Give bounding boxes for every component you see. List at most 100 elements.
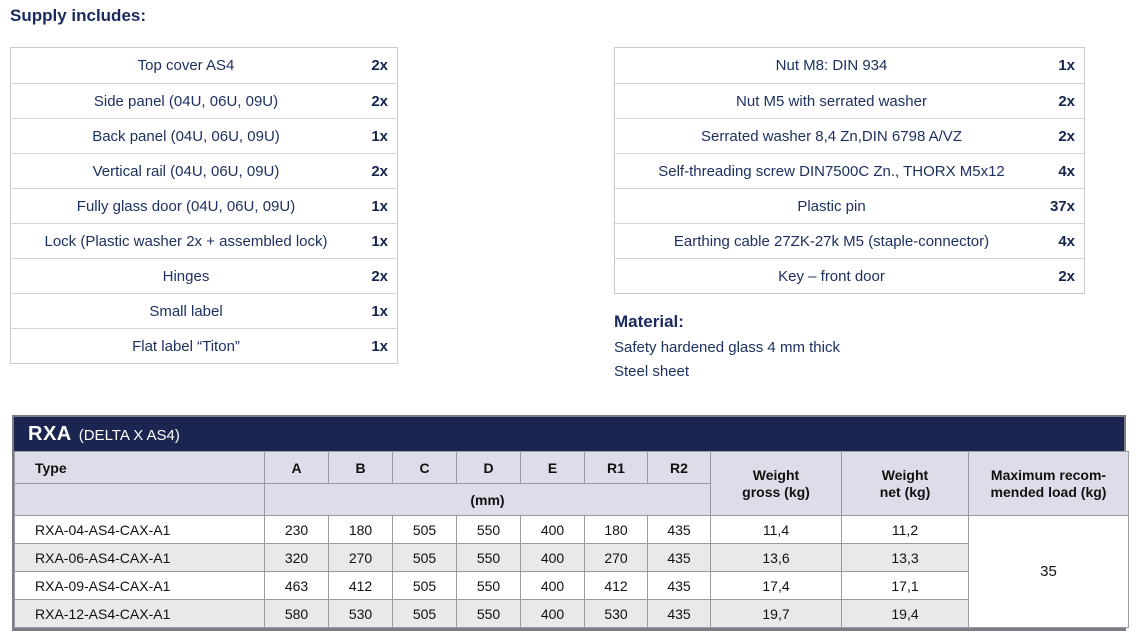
supply-row: Nut M8: DIN 934 1x	[615, 48, 1084, 83]
supply-item-name: Self-threading screw DIN7500C Zn., THORX…	[658, 162, 1005, 180]
cell-a: 320	[264, 543, 329, 572]
cell-r1: 412	[584, 571, 648, 600]
supply-row: Hinges 2x	[11, 258, 397, 293]
table-row: RXA-09-AS4-CAX-A1 463 412 505 550 400 41…	[14, 571, 1129, 600]
rxa-series-subtitle: (DELTA X AS4)	[78, 426, 180, 444]
cell-d: 550	[456, 571, 521, 600]
supply-list-left: Top cover AS4 2x Side panel (04U, 06U, 0…	[10, 47, 398, 364]
cell-max-load: 35	[968, 515, 1129, 628]
supply-item-name: Serrated washer 8,4 Zn,DIN 6798 A/VZ	[701, 127, 962, 145]
table-row: RXA-06-AS4-CAX-A1 320 270 505 550 400 27…	[14, 543, 1129, 572]
supply-item-qty: 1x	[371, 302, 388, 320]
supply-row: Earthing cable 27ZK-27k M5 (staple-conne…	[615, 223, 1084, 258]
cell-a: 463	[264, 571, 329, 600]
supply-item-name: Earthing cable 27ZK-27k M5 (staple-conne…	[673, 232, 990, 250]
rxa-spec-table: RXA (DELTA X AS4) Type A B C D E R1 R2 W…	[12, 415, 1129, 631]
cell-b: 180	[328, 515, 393, 544]
header-row-1: Type A B C D E R1 R2 Weight gross (kg) W…	[14, 451, 1129, 516]
cell-weight-gross: 13,6	[710, 543, 842, 572]
supply-item-qty: 4x	[1058, 232, 1075, 250]
supply-item-name: Vertical rail (04U, 06U, 09U)	[92, 162, 280, 180]
supply-row: Small label 1x	[11, 293, 397, 328]
cell-c: 505	[392, 571, 457, 600]
cell-r2: 435	[647, 543, 711, 572]
cell-type: RXA-12-AS4-CAX-A1	[14, 599, 265, 628]
supply-row: Nut M5 with serrated washer 2x	[615, 83, 1084, 118]
supply-row: Serrated washer 8,4 Zn,DIN 6798 A/VZ 2x	[615, 118, 1084, 153]
supply-row: Self-threading screw DIN7500C Zn., THORX…	[615, 153, 1084, 188]
supply-item-name: Nut M5 with serrated washer	[736, 92, 927, 110]
supply-row: Side panel (04U, 06U, 09U) 2x	[11, 83, 397, 118]
cell-c: 505	[392, 543, 457, 572]
cell-c: 505	[392, 599, 457, 628]
col-header-type: Type	[14, 451, 265, 484]
supply-row: Lock (Plastic washer 2x + assembled lock…	[11, 223, 397, 258]
supply-row: Key – front door 2x	[615, 258, 1084, 293]
cell-type: RXA-04-AS4-CAX-A1	[14, 515, 265, 544]
cell-r2: 435	[647, 515, 711, 544]
cell-weight-net: 11,2	[841, 515, 969, 544]
supply-item-name: Nut M8: DIN 934	[775, 57, 888, 74]
cell-e: 400	[520, 599, 585, 628]
supply-item-qty: 1x	[371, 197, 388, 215]
col-header-r1: R1	[584, 451, 648, 484]
cell-b: 412	[328, 571, 393, 600]
material-label: Material:	[614, 312, 684, 331]
supply-item-name: Flat label “Titon”	[132, 337, 240, 355]
col-header-c: C	[392, 451, 457, 484]
supply-item-name: Hinges	[162, 267, 210, 285]
supply-item-qty: 2x	[371, 57, 388, 74]
col-header-a: A	[264, 451, 329, 484]
col-header-weight-net: Weight net (kg)	[841, 451, 969, 516]
table-row: RXA-04-AS4-CAX-A1 230 180 505 550 400 18…	[14, 515, 1129, 628]
cell-a: 580	[264, 599, 329, 628]
cell-b: 270	[328, 543, 393, 572]
supply-item-name: Back panel (04U, 06U, 09U)	[92, 127, 280, 145]
supply-item-qty: 2x	[1058, 267, 1075, 285]
cell-b: 530	[328, 599, 393, 628]
supply-row: Top cover AS4 2x	[11, 48, 397, 83]
material-section: Material: Safety hardened glass 4 mm thi…	[614, 312, 840, 384]
cell-type: RXA-06-AS4-CAX-A1	[14, 543, 265, 572]
cell-weight-net: 19,4	[841, 599, 969, 628]
supply-item-qty: 2x	[371, 267, 388, 285]
supply-item-qty: 4x	[1058, 162, 1075, 180]
supply-item-qty: 2x	[371, 92, 388, 110]
supply-item-name: Top cover AS4	[137, 57, 235, 74]
cell-r2: 435	[647, 571, 711, 600]
col-header-b: B	[328, 451, 393, 484]
material-line: Steel sheet	[614, 363, 690, 380]
col-header-r2: R2	[647, 451, 711, 484]
col-header-d: D	[456, 451, 521, 484]
supply-item-name: Side panel (04U, 06U, 09U)	[93, 92, 279, 110]
supply-item-qty: 1x	[371, 127, 388, 145]
supply-item-qty: 2x	[1058, 92, 1075, 110]
cell-weight-gross: 19,7	[710, 599, 842, 628]
cell-weight-net: 17,1	[841, 571, 969, 600]
cell-weight-net: 13,3	[841, 543, 969, 572]
supply-row: Back panel (04U, 06U, 09U) 1x	[11, 118, 397, 153]
supply-row: Flat label “Titon” 1x	[11, 328, 397, 363]
cell-d: 550	[456, 515, 521, 544]
table-row: RXA-12-AS4-CAX-A1 580 530 505 550 400 53…	[14, 599, 1129, 628]
supply-item-qty: 2x	[1058, 127, 1075, 145]
supply-row: Fully glass door (04U, 06U, 09U) 1x	[11, 188, 397, 223]
col-header-weight-gross: Weight gross (kg)	[710, 451, 842, 516]
cell-d: 550	[456, 543, 521, 572]
supply-item-name: Key – front door	[778, 267, 885, 285]
rxa-title-bar: RXA (DELTA X AS4)	[14, 417, 1124, 451]
cell-c: 505	[392, 515, 457, 544]
supply-row: Plastic pin 37x	[615, 188, 1084, 223]
supply-item-qty: 1x	[1058, 57, 1075, 74]
supply-item-qty: 37x	[1049, 197, 1075, 215]
unit-subheader: (mm)	[264, 483, 711, 516]
col-header-max-load: Maximum recom- mended load (kg)	[968, 451, 1129, 516]
cell-r1: 180	[584, 515, 648, 544]
supply-row: Vertical rail (04U, 06U, 09U) 2x	[11, 153, 397, 188]
type-subheader-empty	[14, 483, 265, 516]
cell-r1: 270	[584, 543, 648, 572]
cell-a: 230	[264, 515, 329, 544]
supply-list-right: Nut M8: DIN 934 1x Nut M5 with serrated …	[614, 47, 1085, 294]
cell-r1: 530	[584, 599, 648, 628]
rxa-series-title: RXA	[28, 422, 72, 445]
